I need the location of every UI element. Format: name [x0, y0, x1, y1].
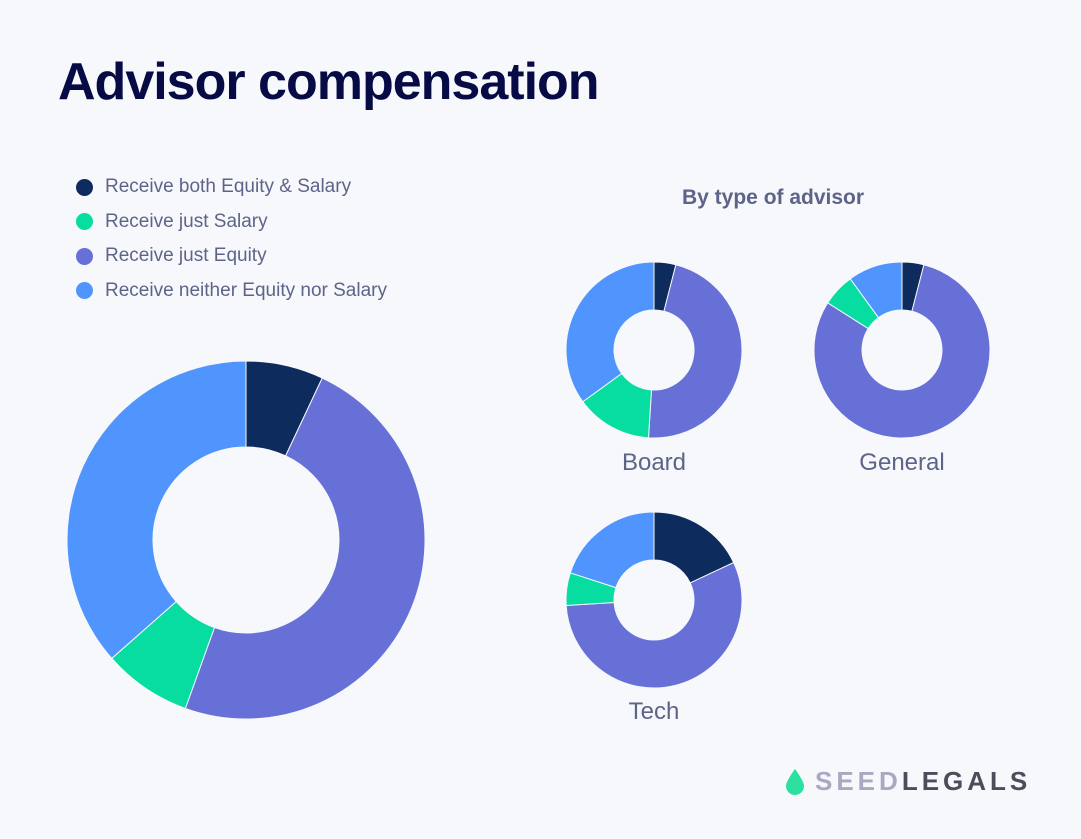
droplet-icon [786, 768, 804, 795]
legend-dot-icon [76, 282, 93, 300]
legend-dot-icon [76, 247, 93, 265]
logo-seed-text: SEED [815, 766, 902, 796]
seedlegals-logo: SEED LEGALS [785, 766, 1031, 797]
donut-slice [565, 561, 743, 689]
legend-dot-icon [76, 178, 93, 196]
donut-slice [565, 261, 655, 403]
legend-item-equity: Receive just Equity [76, 239, 387, 274]
donut-slice [569, 511, 655, 589]
donut-slice [66, 360, 247, 660]
donut-slice [647, 264, 743, 439]
donut-slice [849, 261, 903, 319]
donut-slice [813, 264, 991, 439]
legend-dot-icon [76, 213, 93, 231]
legend-item-salary: Receive just Salary [76, 205, 387, 240]
tech-label: Tech [628, 698, 680, 725]
page-title: Advisor compensation [58, 53, 600, 111]
legend-label: Receive both Equity & Salary [105, 176, 352, 198]
legend-item-neither: Receive neither Equity nor Salary [76, 274, 387, 309]
legend-label: Receive just Equity [105, 245, 267, 267]
board-label: Board [621, 449, 687, 476]
donut-slice [184, 377, 426, 720]
legend-label: Receive just Salary [105, 210, 268, 232]
legend-label: Receive neither Equity nor Salary [105, 279, 387, 301]
legend-item-both: Receive both Equity & Salary [76, 170, 387, 205]
logo-legals-text: LEGALS [901, 766, 1032, 796]
by-type-subtitle: By type of advisor [682, 186, 865, 209]
legend: Receive both Equity & Salary Receive jus… [76, 170, 387, 308]
general-label: General [859, 449, 945, 476]
